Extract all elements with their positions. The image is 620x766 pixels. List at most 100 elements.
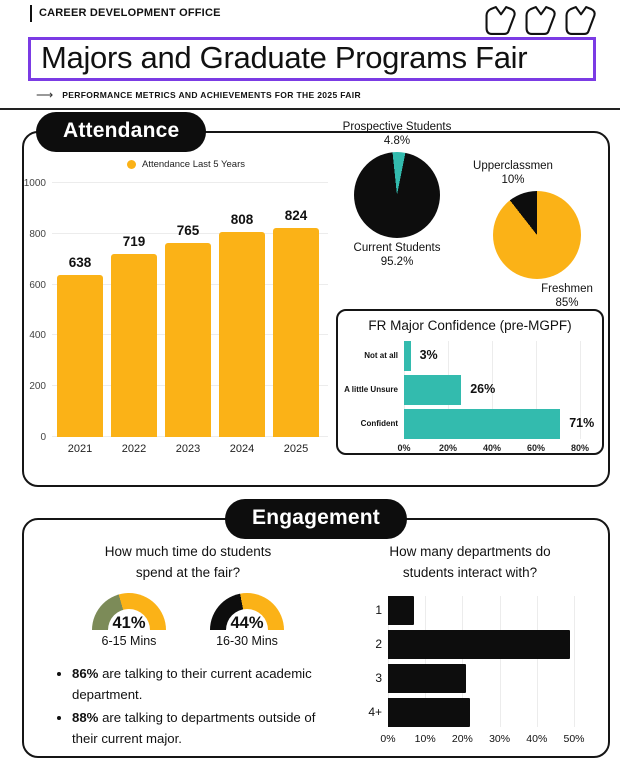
departments-bar: [388, 697, 470, 727]
bar-value-label: 719: [122, 234, 146, 250]
class-level-pie-chart: Upperclassmen 10% Freshmen 85%: [473, 159, 597, 311]
y-tick-label: 200: [29, 381, 46, 393]
bar-value-label: 765: [176, 222, 200, 238]
gridline: [580, 341, 581, 439]
pie-slice-label: Freshmen 85%: [507, 282, 620, 311]
divider: [0, 108, 620, 110]
x-tick-label: 60%: [526, 443, 545, 453]
gauge-block: 44% 16-30 Mins: [197, 592, 297, 648]
category-label: 3: [375, 671, 382, 686]
confidence-bar: [404, 375, 462, 405]
departments-bar: [388, 629, 571, 659]
category-label: A little Unsure: [344, 385, 398, 394]
engagement-section: Engagement How much time do students spe…: [22, 499, 610, 758]
category-label: 1: [375, 603, 382, 618]
category-label: 2: [375, 637, 382, 652]
gauge-hole: [226, 608, 268, 631]
gridline: [574, 595, 575, 727]
time-gauges: 41% 6-15 Mins 44% 16-30 Mins: [36, 592, 340, 648]
fr-confidence-chart: FR Major Confidence (pre-MGPF) 0% 20% 40% 6…: [336, 309, 604, 455]
question-line: How much time do students: [104, 544, 272, 559]
attendance-plot: 0 200 400 600 800 1000 638 2021 719 2022 765 2023 80…: [24, 178, 328, 455]
x-tick-label: 0%: [397, 443, 411, 453]
gauge-label: 6-15 Mins: [101, 633, 157, 648]
bar-value-label: 824: [284, 207, 308, 223]
slice-pct: 85%: [555, 297, 579, 310]
arrow-glyph-icon: [485, 6, 516, 35]
x-tick-label: 30%: [489, 732, 511, 745]
legend-label: Attendance Last 5 Years: [142, 159, 245, 170]
x-tick-label: 20%: [438, 443, 457, 453]
x-tick-label: 2023: [175, 443, 201, 455]
question-line: spend at the fair?: [135, 564, 241, 580]
slice-name: Prospective Students: [342, 121, 452, 133]
x-tick-label: 20%: [451, 732, 473, 745]
departments-question: How many departments do students interac…: [340, 542, 600, 584]
pie-slice-label: Current Students 95.2%: [317, 241, 477, 270]
audience-pie-chart: Prospective Students 4.8% Current Studen…: [317, 120, 477, 270]
slice-name: Upperclassmen: [473, 160, 553, 172]
time-spent-block: How much time do students spend at the f…: [36, 542, 340, 751]
slice-pct: 95.2%: [380, 256, 414, 269]
attendance-content: Attendance Last 5 Years 0 200 400 600 800 100…: [24, 121, 608, 485]
class-level-pie: [493, 190, 581, 279]
page-subtitle: PERFORMANCE METRICS AND ACHIEVEMENTS FOR…: [62, 90, 362, 100]
office-name: CAREER DEVELOPMENT OFFICE: [30, 5, 221, 22]
attendance-bar: [111, 254, 157, 437]
bullet-pct: 86%: [72, 665, 99, 681]
gauge-hole: [108, 608, 150, 631]
time-question: How much time do students spend at the f…: [36, 542, 340, 584]
category-label: 4+: [368, 705, 382, 720]
gauge-label: 16-30 Mins: [216, 633, 278, 648]
bullet-item: 86% are talking to their current academi…: [72, 663, 342, 705]
bar-value-label: 808: [230, 211, 254, 227]
x-tick-label: 2025: [283, 443, 309, 455]
gridline: [388, 595, 389, 727]
gridline: [536, 595, 538, 727]
attendance-section-pill: Attendance: [36, 112, 207, 152]
gridline: [52, 232, 328, 234]
gridline: [499, 595, 501, 727]
attendance-bar: [273, 227, 319, 437]
engagement-section-pill: Engagement: [224, 499, 408, 539]
bullet-item: 88% are talking to departments outside o…: [72, 707, 342, 749]
bullet-pct: 88%: [72, 710, 99, 726]
y-tick-label: 1000: [23, 178, 46, 189]
bar-value-label: 3%: [419, 348, 438, 362]
attendance-right-column: Prospective Students 4.8% Current Studen…: [332, 121, 608, 485]
bar-value-label: 71%: [569, 416, 595, 430]
departments-plot: 0% 10% 20% 30% 40% 50% 1 2 3 4+: [368, 595, 585, 745]
triple-arrow-logo: [482, 5, 600, 36]
bar-value-label: 26%: [470, 382, 496, 396]
fr-confidence-plot: 0% 20% 40% 60% 80% Not at all 3% A little Unsur…: [344, 341, 594, 453]
gridline: [425, 595, 427, 727]
gauge-value: 44%: [230, 613, 264, 631]
attendance-bar-chart: Attendance Last 5 Years 0 200 400 600 800 100…: [24, 133, 332, 485]
gridline: [536, 341, 537, 439]
legend-dot-icon: [127, 160, 136, 169]
departments-chart: How many departments do students interac…: [340, 542, 600, 751]
gauge-value: 41%: [112, 613, 146, 631]
x-tick-label: 50%: [563, 732, 585, 745]
fr-chart-title: FR Major Confidence (pre-MGPF): [368, 318, 572, 333]
x-tick-label: 2021: [67, 443, 93, 455]
x-tick-label: 80%: [570, 443, 589, 453]
y-tick-label: 600: [29, 279, 46, 291]
time-gauge: 41%: [92, 592, 166, 631]
attendance-section: Attendance Attendance Last 5 Years 0 200 4…: [22, 112, 610, 487]
slice-name: Current Students: [353, 241, 441, 254]
question-line: students interact with?: [402, 564, 538, 580]
arrow-glyph-icon: [525, 6, 556, 35]
y-tick-label: 800: [29, 228, 46, 240]
page-header: CAREER DEVELOPMENT OFFICE: [0, 0, 620, 35]
slice-name: Freshmen: [541, 282, 593, 295]
engagement-content: How much time do students spend at the f…: [24, 520, 608, 751]
x-tick-label: 10%: [414, 732, 436, 745]
x-tick-label: 40%: [482, 443, 501, 453]
y-tick-label: 400: [29, 330, 46, 342]
slice-pct: 10%: [501, 174, 525, 187]
x-tick-label: 2022: [121, 443, 147, 455]
attendance-bar: [165, 242, 211, 437]
x-tick-label: 2024: [229, 443, 255, 455]
time-gauge: 44%: [210, 592, 284, 631]
